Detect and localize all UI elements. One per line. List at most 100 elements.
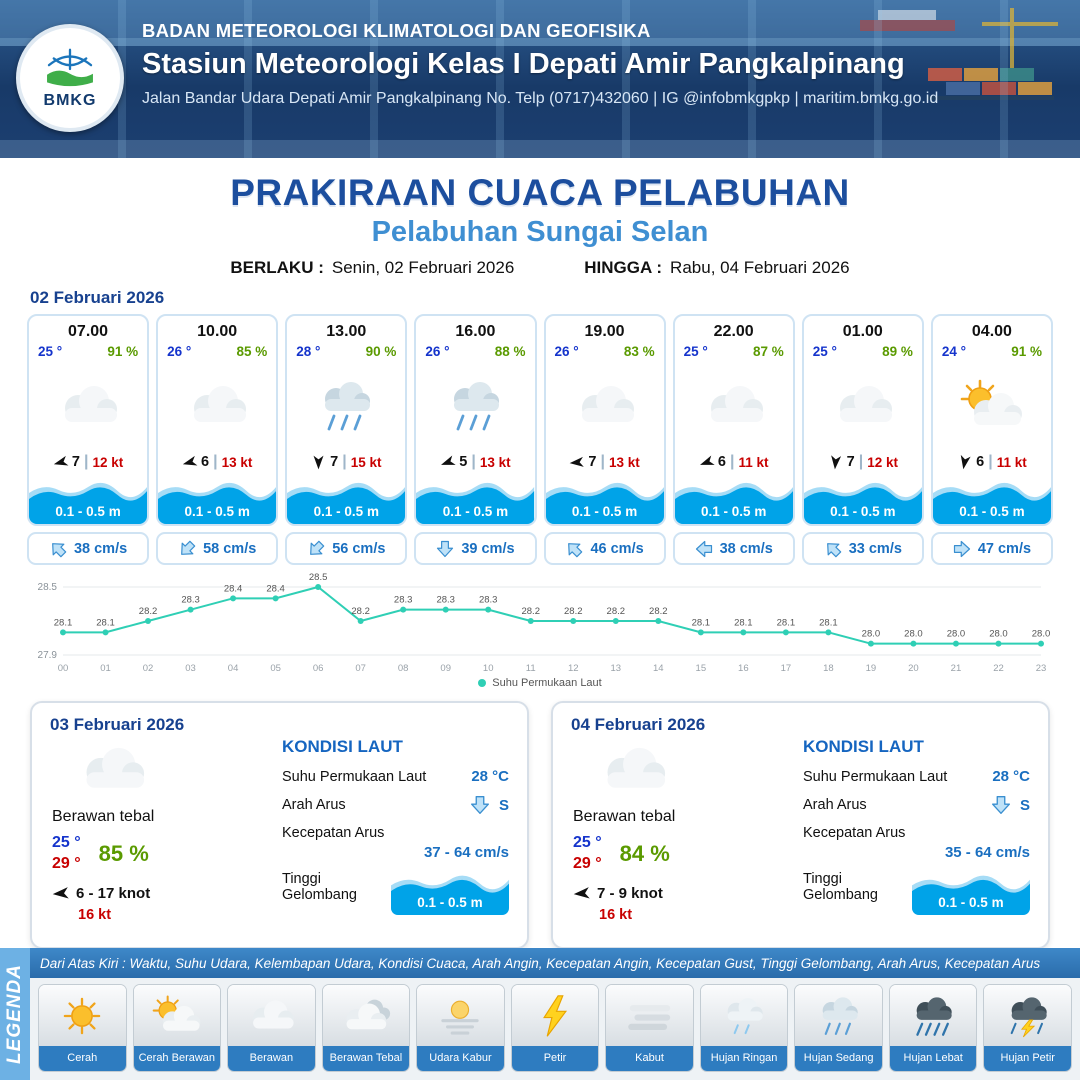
time-label: 22.00 bbox=[713, 323, 754, 340]
hourly-column: 04.00 24 ° 91 % 6 | 11 kt 0.1 - 0.5 m 47 cm… bbox=[930, 314, 1053, 565]
temperature: 28 ° bbox=[296, 344, 321, 359]
humidity: 85 % bbox=[236, 344, 268, 359]
svg-text:28.1: 28.1 bbox=[96, 617, 115, 628]
temp-min: 25 ° bbox=[573, 834, 602, 851]
svg-text:28.4: 28.4 bbox=[224, 583, 243, 594]
legend-item: Kabut bbox=[605, 984, 694, 1072]
temperature: 25 ° bbox=[683, 344, 708, 359]
svg-text:21: 21 bbox=[951, 663, 962, 674]
temp-humidity-row: 25 ° 87 % bbox=[675, 341, 793, 359]
current-box: 47 cm/s bbox=[930, 532, 1053, 565]
cerah-berawan-icon bbox=[933, 359, 1051, 453]
separator: | bbox=[988, 453, 993, 470]
svg-text:28.2: 28.2 bbox=[564, 606, 583, 617]
page-title: PRAKIRAAN CUACA PELABUHAN bbox=[230, 172, 850, 213]
hujan-sedang-icon bbox=[287, 359, 405, 453]
time-label: 04.00 bbox=[971, 323, 1012, 340]
separator: | bbox=[83, 453, 89, 470]
current-box: 46 cm/s bbox=[543, 532, 666, 565]
time-label: 10.00 bbox=[197, 323, 238, 340]
current-speed: 56 cm/s bbox=[332, 540, 386, 557]
wind-direction-icon bbox=[827, 454, 843, 470]
current-direction-icon bbox=[991, 795, 1011, 815]
svg-text:28.2: 28.2 bbox=[351, 606, 370, 617]
sst-line-chart: 28.5 27.9 28.1 00 28.1 01 28.2 02 28.3 03 28.4 04 28… bbox=[38, 573, 1051, 674]
berawan-tebal-icon bbox=[571, 737, 793, 806]
humidity: 89 % bbox=[882, 344, 913, 359]
contact-line: Jalan Bandar Udara Depati Amir Pangkalpi… bbox=[142, 90, 939, 107]
daily-card: 04 Februari 2026 Berawan tebal 25 ° 29 ° … bbox=[551, 701, 1050, 949]
hourly-column: 10.00 26 ° 85 % 6 | 13 kt 0.1 - 0.5 m 58 cm… bbox=[156, 314, 279, 565]
time-label: 16.00 bbox=[455, 323, 496, 340]
valid-to-label: HINGGA : bbox=[584, 258, 663, 277]
header: BMKG BADAN METEOROLOGI KLIMATOLOGI DAN G… bbox=[0, 0, 1080, 158]
svg-text:28.1: 28.1 bbox=[692, 617, 711, 628]
temp-max: 29 ° bbox=[52, 855, 81, 872]
svg-text:28.0: 28.0 bbox=[989, 629, 1008, 640]
svg-text:14: 14 bbox=[653, 663, 664, 674]
svg-text:28.2: 28.2 bbox=[521, 606, 540, 617]
berawan-icon bbox=[158, 359, 276, 453]
svg-text:18: 18 bbox=[823, 663, 834, 674]
hourly-column: 16.00 26 ° 88 % 5 | 13 kt 0.1 - 0.5 m 39 cm… bbox=[414, 314, 537, 565]
port-illustration bbox=[0, 0, 1080, 158]
port-name: Pelabuhan Sungai Selan bbox=[371, 216, 709, 248]
legend-description: Dari Atas Kiri : Waktu, Suhu Udara, Kele… bbox=[30, 948, 1080, 978]
hourly-column: 19.00 26 ° 83 % 7 | 13 kt 0.1 - 0.5 m 46 cm… bbox=[543, 314, 666, 565]
gust-speed: 11 kt bbox=[738, 454, 769, 470]
hourly-card: 01.00 25 ° 89 % 7 | 12 kt 0.1 - 0.5 m bbox=[801, 314, 924, 526]
wind-row: 6 | 11 kt bbox=[675, 453, 793, 471]
legend-label: Hujan Sedang bbox=[795, 1046, 882, 1071]
wind-row: 7 | 13 kt bbox=[546, 453, 664, 471]
hourly-forecast-row: 07.00 25 ° 91 % 7 | 12 kt 0.1 - 0.5 m 38 cm… bbox=[0, 314, 1080, 565]
hourly-card: 22.00 25 ° 87 % 6 | 11 kt 0.1 - 0.5 m bbox=[672, 314, 795, 526]
legend-item: Hujan Lebat bbox=[888, 984, 978, 1072]
current-speed: 39 cm/s bbox=[461, 540, 515, 557]
wind-row: 6 | 13 kt bbox=[158, 453, 276, 471]
wind-direction-icon bbox=[438, 452, 457, 471]
svg-text:23: 23 bbox=[1036, 663, 1047, 674]
legend-label: Petir bbox=[511, 1046, 599, 1071]
current-speed: 38 cm/s bbox=[719, 540, 773, 557]
legend-item: Berawan Tebal bbox=[321, 984, 411, 1072]
gust-speed: 16 kt bbox=[78, 907, 112, 923]
current-direction-icon bbox=[470, 795, 490, 815]
wind-row: 6 | 11 kt bbox=[933, 453, 1051, 471]
temps-block: 25 ° 29 ° 85 % bbox=[52, 834, 272, 873]
wave-height: 0.1 - 0.5 m bbox=[442, 504, 509, 519]
legend-label: Hujan Petir bbox=[984, 1046, 1072, 1071]
temperature: 26 ° bbox=[167, 344, 192, 359]
svg-text:28.0: 28.0 bbox=[904, 629, 923, 640]
svg-text:28.5: 28.5 bbox=[38, 582, 58, 593]
legend-item: Hujan Ringan bbox=[699, 984, 789, 1072]
station-name: Stasiun Meteorologi Kelas I Depati Amir … bbox=[142, 48, 905, 80]
valid-to-value: Rabu, 04 Februari 2026 bbox=[670, 258, 850, 277]
temperature: 26 ° bbox=[554, 344, 579, 359]
temp-humidity-row: 25 ° 91 % bbox=[29, 341, 147, 359]
hourly-column: 22.00 25 ° 87 % 6 | 11 kt 0.1 - 0.5 m 38 cm… bbox=[672, 314, 795, 565]
hourly-card: 07.00 25 ° 91 % 7 | 12 kt 0.1 - 0.5 m bbox=[27, 314, 150, 526]
wave-height-box: 0.1 - 0.5 m bbox=[911, 871, 1030, 915]
condition-label: Berawan tebal bbox=[573, 808, 676, 825]
legend-label: Kabut bbox=[606, 1046, 693, 1071]
wave-height: 0.1 - 0.5 m bbox=[701, 504, 767, 519]
wave-height: 0.1 - 0.5 m bbox=[184, 504, 250, 519]
wave-height-box: 0.1 - 0.5 m bbox=[287, 478, 406, 524]
udara-kabur-icon bbox=[417, 985, 504, 1046]
svg-text:01: 01 bbox=[100, 663, 111, 674]
wind-row: 6 - 17 knot bbox=[52, 885, 272, 902]
wind-direction-icon bbox=[956, 453, 973, 470]
svg-text:09: 09 bbox=[440, 663, 451, 674]
wind-row: 5 | 13 kt bbox=[416, 453, 534, 471]
cerah-icon bbox=[39, 985, 126, 1046]
validity-row: BERLAKU : Senin, 02 Februari 2026 HINGGA … bbox=[0, 258, 1080, 278]
date-label: 04 Februari 2026 bbox=[571, 715, 706, 734]
svg-text:10: 10 bbox=[483, 663, 494, 674]
gust-speed: 11 kt bbox=[996, 454, 1027, 470]
wave-height: 0.1 - 0.5 m bbox=[830, 504, 896, 519]
wave-icon bbox=[545, 482, 664, 524]
window-mullions bbox=[0, 0, 1080, 158]
svg-text:20: 20 bbox=[908, 663, 919, 674]
time-label: 01.00 bbox=[842, 323, 883, 340]
svg-text:28.2: 28.2 bbox=[649, 606, 668, 617]
